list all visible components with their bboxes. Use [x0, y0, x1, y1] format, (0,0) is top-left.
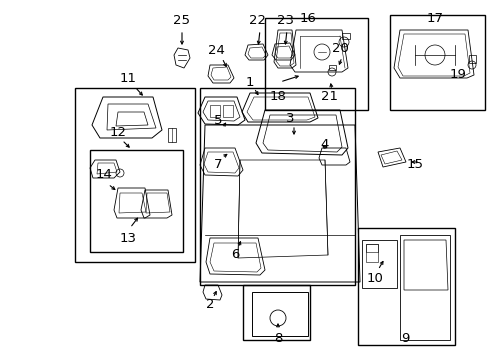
- Text: 12: 12: [109, 126, 126, 139]
- Bar: [468, 55, 475, 63]
- Bar: [200, 88, 354, 285]
- Text: 6: 6: [230, 248, 239, 261]
- Text: 5: 5: [213, 113, 222, 126]
- Text: 23: 23: [276, 13, 293, 27]
- Text: 17: 17: [426, 12, 443, 24]
- Bar: [399, 235, 449, 340]
- Text: 19: 19: [448, 68, 466, 81]
- Bar: [223, 105, 232, 117]
- Text: 2: 2: [205, 298, 214, 311]
- Text: 15: 15: [406, 158, 423, 171]
- Bar: [90, 150, 183, 252]
- Bar: [209, 105, 220, 117]
- Bar: [341, 33, 349, 39]
- Bar: [361, 240, 396, 288]
- Text: 24: 24: [207, 44, 224, 57]
- Bar: [357, 228, 454, 345]
- Text: 21: 21: [321, 90, 338, 104]
- Text: 25: 25: [173, 13, 190, 27]
- Bar: [365, 244, 377, 262]
- Bar: [264, 18, 367, 110]
- Bar: [168, 128, 176, 142]
- Text: 14: 14: [95, 168, 112, 181]
- Text: 18: 18: [269, 90, 286, 104]
- Text: 9: 9: [400, 332, 408, 345]
- Text: 1: 1: [245, 76, 254, 89]
- Text: 4: 4: [320, 139, 328, 152]
- Text: 20: 20: [331, 41, 348, 54]
- Text: 7: 7: [213, 158, 222, 171]
- Bar: [328, 65, 335, 70]
- Bar: [75, 88, 195, 262]
- Bar: [389, 15, 484, 110]
- Text: 3: 3: [285, 112, 294, 125]
- Text: 10: 10: [366, 271, 383, 284]
- Text: 11: 11: [119, 72, 136, 85]
- Text: 8: 8: [273, 332, 282, 345]
- Text: 13: 13: [119, 231, 136, 244]
- Bar: [243, 285, 309, 340]
- Text: 16: 16: [299, 12, 316, 24]
- Text: 22: 22: [249, 13, 266, 27]
- Bar: [251, 292, 307, 336]
